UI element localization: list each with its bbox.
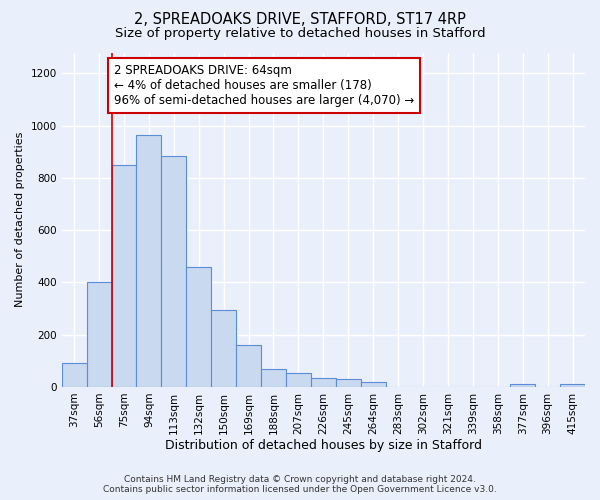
Text: Contains HM Land Registry data © Crown copyright and database right 2024.
Contai: Contains HM Land Registry data © Crown c… bbox=[103, 474, 497, 494]
Bar bbox=[62, 364, 86, 387]
Bar bbox=[136, 135, 161, 387]
Bar bbox=[261, 368, 286, 387]
Bar bbox=[336, 379, 361, 387]
Text: Size of property relative to detached houses in Stafford: Size of property relative to detached ho… bbox=[115, 28, 485, 40]
Y-axis label: Number of detached properties: Number of detached properties bbox=[15, 132, 25, 308]
Bar bbox=[161, 156, 186, 387]
Bar bbox=[311, 378, 336, 387]
Bar bbox=[211, 310, 236, 387]
Bar bbox=[560, 384, 585, 387]
Text: 2 SPREADOAKS DRIVE: 64sqm
← 4% of detached houses are smaller (178)
96% of semi-: 2 SPREADOAKS DRIVE: 64sqm ← 4% of detach… bbox=[114, 64, 414, 108]
Bar bbox=[361, 382, 386, 387]
Bar bbox=[112, 166, 136, 387]
Bar bbox=[186, 267, 211, 387]
Text: 2, SPREADOAKS DRIVE, STAFFORD, ST17 4RP: 2, SPREADOAKS DRIVE, STAFFORD, ST17 4RP bbox=[134, 12, 466, 28]
Bar bbox=[510, 384, 535, 387]
Bar bbox=[236, 345, 261, 387]
X-axis label: Distribution of detached houses by size in Stafford: Distribution of detached houses by size … bbox=[165, 440, 482, 452]
Bar bbox=[86, 282, 112, 387]
Bar bbox=[286, 374, 311, 387]
